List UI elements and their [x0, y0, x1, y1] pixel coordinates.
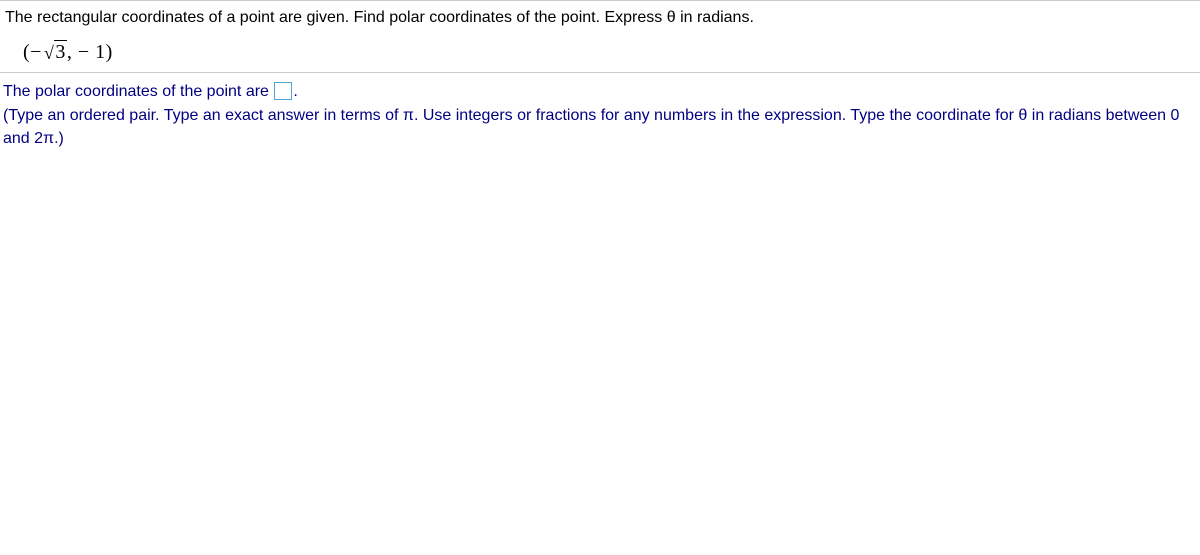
- given-point: (− 3, − 1): [5, 41, 1195, 64]
- question-prompt: The rectangular coordinates of a point a…: [5, 9, 1195, 27]
- radicand: 3: [54, 40, 67, 63]
- answer-input[interactable]: [274, 82, 292, 100]
- answer-prompt-line: The polar coordinates of the point are .: [3, 81, 1197, 103]
- sqrt-icon: 3: [42, 41, 67, 64]
- point-open: (−: [23, 41, 42, 63]
- point-close: , − 1): [67, 41, 113, 63]
- answer-hint: (Type an ordered pair. Type an exact ans…: [3, 105, 1197, 150]
- answer-period: .: [293, 83, 297, 100]
- answer-lead-text: The polar coordinates of the point are: [3, 83, 273, 100]
- answer-section: The polar coordinates of the point are .…: [0, 73, 1200, 150]
- question-section: The rectangular coordinates of a point a…: [0, 0, 1200, 73]
